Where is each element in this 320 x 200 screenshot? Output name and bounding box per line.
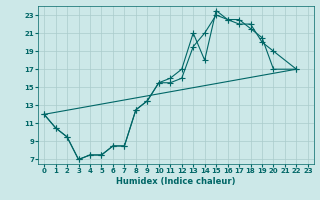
X-axis label: Humidex (Indice chaleur): Humidex (Indice chaleur) <box>116 177 236 186</box>
